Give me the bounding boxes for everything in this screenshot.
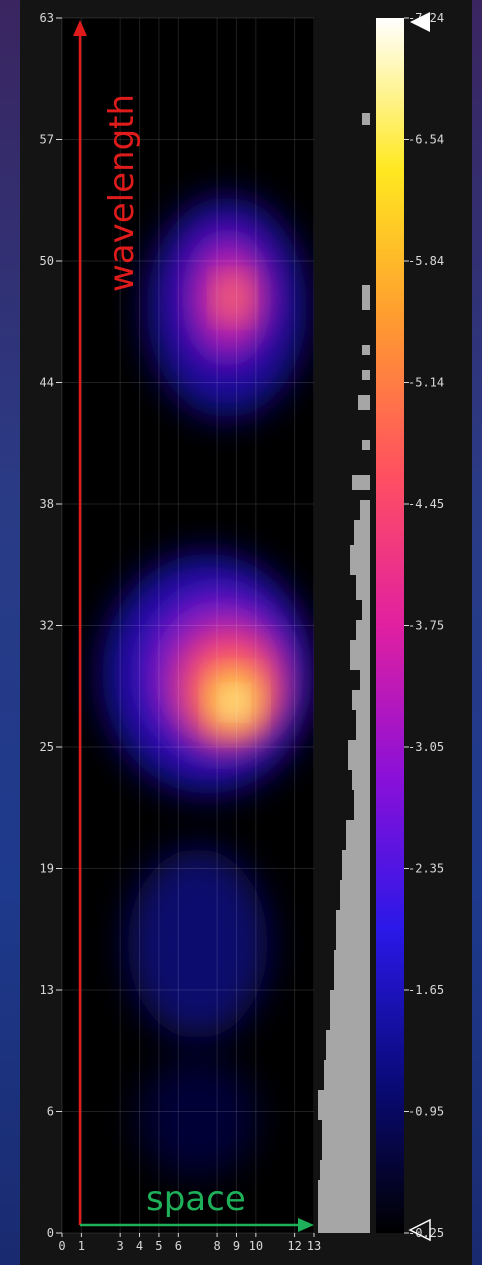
heat-blob-9 (219, 281, 246, 314)
y-tick-label: 13 (40, 983, 54, 997)
y-tick-label: 0 (47, 1226, 54, 1240)
x-tick-label: 5 (155, 1239, 162, 1253)
profile-bar-18 (350, 640, 370, 670)
space-arrow-head (298, 1218, 314, 1232)
profile-bar-6 (330, 990, 370, 1030)
colorbar-tick-label: -3.75 (408, 619, 444, 633)
profile-bar-3 (318, 1090, 370, 1120)
y-tick-label: 25 (40, 740, 54, 754)
profile-bar-4 (324, 1060, 370, 1090)
profile-bar-22 (350, 545, 370, 575)
colorbar-tick-label: -0.25 (408, 1226, 444, 1240)
colorbar-tick-label: -0.95 (408, 1105, 444, 1119)
profile-bar-8 (336, 910, 370, 950)
space-label: space (146, 1179, 246, 1219)
profile-bar-1 (320, 1160, 370, 1180)
colorbar-max-marker-icon[interactable] (410, 12, 430, 32)
profile-bar-28 (362, 370, 370, 380)
heat-blob-11 (226, 692, 243, 713)
colorbar-tick-label: -3.05 (408, 740, 444, 754)
heat-blob-3 (137, 1057, 258, 1178)
profile-bar-26 (362, 440, 370, 450)
colorbar[interactable] (376, 18, 404, 1233)
profile-bar-13 (352, 770, 370, 790)
x-tick-label: 0 (58, 1239, 65, 1253)
x-tick-label: 3 (117, 1239, 124, 1253)
x-tick-label: 4 (136, 1239, 143, 1253)
profile-bar-9 (340, 880, 370, 910)
profile-bar-14 (348, 740, 370, 770)
colorbar-tick-label: -5.14 (408, 376, 444, 390)
y-tick-label: 19 (40, 862, 54, 876)
profile-bar-11 (346, 820, 370, 850)
profile-bar-17 (360, 670, 370, 690)
profile-bar-2 (322, 1120, 370, 1160)
profile-bar-29 (362, 345, 370, 355)
heatmap-layer (102, 197, 313, 1178)
colorbar-min-marker-icon[interactable] (408, 1218, 431, 1242)
profile-bar-16 (352, 690, 370, 710)
x-tick-label: 6 (175, 1239, 182, 1253)
profile-bar-21 (356, 575, 370, 600)
colorbar-tick-label: -4.45 (408, 497, 444, 511)
colorbar-tick-label: -1.65 (408, 983, 444, 997)
y-tick-label: 57 (40, 133, 54, 147)
y-tick-label: 6 (47, 1105, 54, 1119)
profile-bar-31 (362, 113, 370, 125)
profile-bar-5 (326, 1030, 370, 1060)
profile-bar-30 (362, 285, 370, 310)
heat-blob-2 (127, 848, 268, 1039)
grid-lines (61, 17, 315, 1234)
y-tick-label: 50 (40, 254, 54, 268)
x-tick-label: 1 (78, 1239, 85, 1253)
colorbar-tick-label: -5.84 (408, 254, 444, 268)
profile-bar-23 (354, 520, 370, 545)
x-tick-label: 12 (287, 1239, 301, 1253)
y-tick-label: 38 (40, 497, 54, 511)
x-tick-label: 10 (249, 1239, 263, 1253)
x-tick-label: 9 (233, 1239, 240, 1253)
colorbar-ticks: -0.25 -0.95 -1.65 -2.35 -3.05 -3.75 -4.45 -5.14… (404, 11, 444, 1240)
profile-bars[interactable] (318, 113, 370, 1233)
x-axis-ticks: 0 1 3 4 5 6 8 9 10 12 13 (58, 1233, 321, 1253)
y-tick-label: 44 (40, 376, 54, 390)
profile-bar-24 (360, 500, 370, 520)
y-tick-label: 63 (40, 11, 54, 25)
profile-bar-25 (352, 475, 370, 490)
colorbar-tick-label: -2.35 (408, 862, 444, 876)
profile-bar-7 (334, 950, 370, 990)
y-axis-ticks: 0 6 13 19 25 32 38 44 50 57 63 (40, 11, 62, 1240)
x-tick-label: 8 (213, 1239, 220, 1253)
colorbar-tick-label: -6.54 (408, 133, 444, 147)
wavelength-label: wavelength (102, 94, 142, 292)
profile-bar-10 (342, 850, 370, 880)
profile-bar-0 (318, 1180, 370, 1233)
profile-bar-12 (354, 790, 370, 820)
profile-bar-27 (358, 395, 370, 410)
profile-bar-15 (356, 710, 370, 740)
profile-bar-19 (356, 620, 370, 640)
x-tick-label: 13 (307, 1239, 321, 1253)
wavelength-arrow-head (73, 20, 87, 36)
profile-bar-20 (362, 600, 370, 620)
y-tick-label: 32 (40, 619, 54, 633)
